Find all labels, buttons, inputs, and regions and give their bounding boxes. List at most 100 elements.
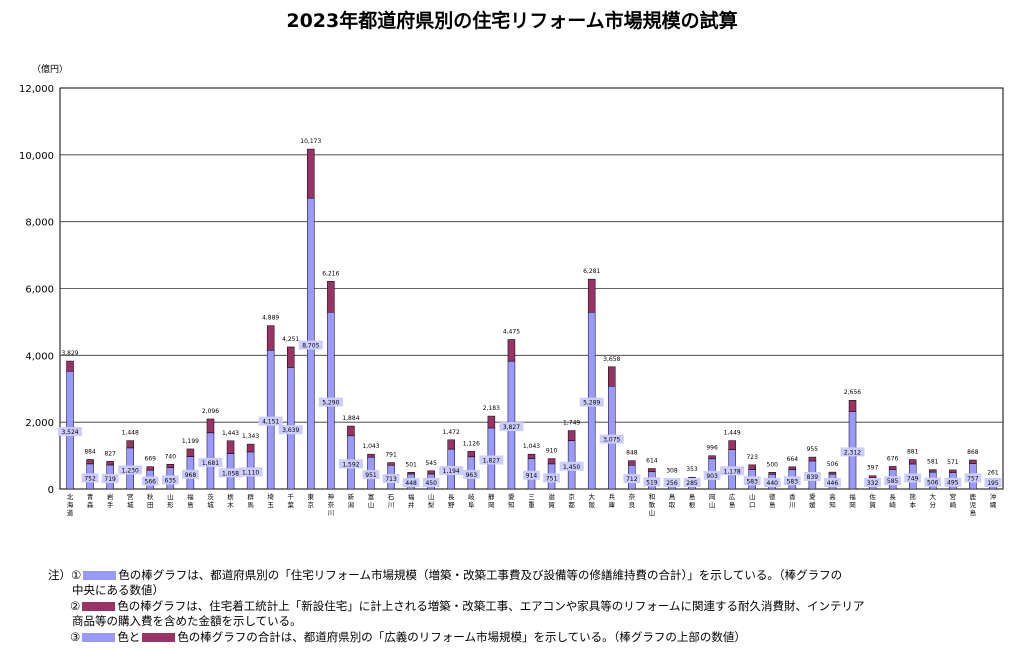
base-value-label: 3,827 [503, 424, 520, 431]
bar-extra [708, 455, 716, 460]
bar-extra [126, 440, 134, 449]
base-value-label: 450 [425, 480, 437, 487]
bar-extra [407, 472, 415, 475]
category-label-char: 取 [669, 501, 676, 509]
total-value-label: 353 [686, 466, 698, 473]
category-label-char: 阪 [588, 500, 595, 509]
base-label-box [298, 340, 323, 350]
bar-extra [868, 475, 877, 479]
base-value-label: 1,827 [483, 457, 500, 464]
bar-extra [507, 339, 516, 362]
note-3-text-mid: 色と [117, 630, 141, 644]
category-label-char: 島 [729, 500, 736, 509]
bar-extra [447, 439, 455, 450]
note-2-line-b: 商品等の購入費を含めた金額を示している。 [72, 614, 302, 628]
total-value-label: 848 [626, 450, 638, 457]
bar-extra [828, 471, 837, 475]
category-label-char: 媛 [809, 500, 816, 509]
base-value-label: 752 [84, 475, 96, 482]
base-label-box [439, 466, 464, 476]
base-value-label: 8,705 [302, 343, 319, 350]
category-label-char: 茨 [207, 492, 214, 501]
category-label-char: 奈 [328, 500, 335, 509]
category-label-char: 城 [127, 501, 134, 509]
category-label-char: 島 [689, 492, 696, 501]
category-label-char: 愛 [508, 492, 515, 501]
bar-extra [547, 458, 556, 465]
category-label-char: 賀 [869, 500, 876, 509]
base-label-box [904, 473, 922, 483]
base-value-label: 757 [967, 475, 979, 482]
total-value-label: 881 [907, 449, 919, 456]
total-value-label: 614 [646, 457, 658, 464]
base-label-box [118, 465, 143, 475]
bar-extra [848, 399, 857, 412]
category-label-char: 宮 [127, 492, 134, 501]
base-value-label: 3,524 [61, 429, 78, 436]
y-tick-label: 0 [48, 485, 54, 496]
category-label-char: 石 [388, 493, 395, 501]
category-label-char: 都 [568, 501, 575, 509]
base-value-label: 332 [867, 480, 879, 487]
base-label-box [924, 477, 942, 487]
blue-swatch-icon [82, 633, 116, 642]
category-label-char: 福 [408, 492, 415, 501]
total-value-label: 6,216 [322, 270, 339, 277]
base-value-label: 1,230 [122, 467, 139, 474]
category-label-char: 京 [308, 500, 315, 509]
base-value-label: 566 [145, 479, 157, 486]
category-label-char: 玉 [267, 501, 274, 509]
bar-chart: 0 2,000 4,000 6,000 8,000 10,000 12,000 3,829 3,… [19, 63, 1004, 517]
note-3-text: 色の棒グラフの合計は、都道府県別の「広義のリフォーム市場規模」を示している。（棒… [177, 630, 746, 644]
base-label-box [141, 476, 159, 486]
total-value-label: 664 [787, 456, 799, 463]
category-label-char: 潟 [348, 501, 355, 509]
base-value-label: 1,681 [202, 460, 219, 467]
bar-extra [467, 451, 476, 458]
total-value-label: 676 [887, 455, 899, 462]
chart-title: 2023年都道府県別の住宅リフォーム市場規模の試算 [286, 10, 738, 32]
category-label-char: 児 [970, 500, 977, 509]
base-label-box [81, 473, 99, 483]
base-label-box [258, 416, 283, 426]
category-label-char: 和 [649, 492, 656, 501]
category-label-char: 千 [287, 492, 294, 501]
base-label-box [840, 447, 865, 457]
category-label-char: 栃 [227, 492, 234, 501]
bar-extra [969, 459, 977, 464]
bar-extra [788, 466, 797, 470]
bar-extra [226, 440, 235, 454]
category-label-char: 賀 [548, 500, 555, 509]
category-label-char: 京 [568, 492, 575, 501]
category-label-char: 長 [448, 493, 455, 501]
category-label-char: 岩 [107, 492, 114, 501]
base-label-box [523, 470, 540, 480]
base-value-label: 1,592 [342, 461, 359, 468]
base-label-box [198, 457, 223, 467]
base-label-box [101, 473, 119, 483]
note-2-marker: ② [70, 599, 81, 613]
base-label-box [803, 471, 821, 481]
total-value-label: 1,449 [724, 430, 741, 437]
base-label-box [218, 468, 243, 478]
category-label-char: 鳥 [669, 492, 676, 501]
bar-extra [86, 459, 94, 465]
category-label-char: 富 [368, 492, 375, 501]
base-value-label: 5,290 [322, 400, 339, 407]
total-value-label: 4,251 [282, 336, 299, 343]
category-label-char: 歌 [649, 500, 656, 509]
category-label-char: 山 [709, 500, 716, 509]
blue-swatch-icon [83, 571, 117, 580]
base-value-label: 195 [987, 480, 999, 487]
bar-extra [567, 430, 576, 441]
category-label-char: 大 [930, 492, 937, 501]
bar-extra [768, 472, 777, 475]
base-value-label: 585 [887, 478, 899, 485]
base-label-box [743, 476, 761, 486]
base-value-label: 440 [767, 480, 779, 487]
category-label-char: 崎 [889, 500, 896, 509]
category-label-char: 静 [488, 492, 495, 501]
base-value-label: 285 [686, 480, 698, 487]
base-label-box [338, 459, 363, 469]
bar-extra [728, 440, 736, 450]
